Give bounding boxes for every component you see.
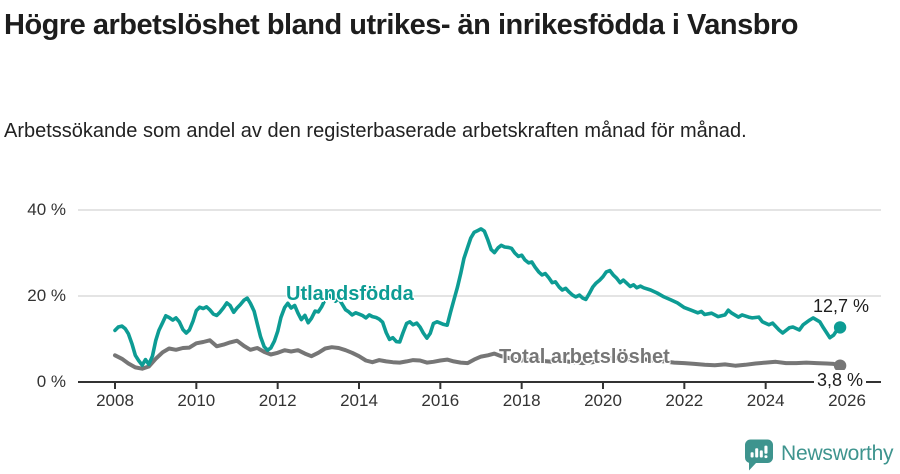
x-axis-tick-label: 2016 bbox=[421, 391, 460, 410]
series-label-total-arbetsloshet: Total arbetslöshet bbox=[499, 346, 670, 368]
y-axis-tick-label: 20 % bbox=[27, 286, 66, 305]
newsworthy-logo-icon bbox=[744, 438, 774, 471]
x-axis-tick-label: 2024 bbox=[746, 391, 785, 410]
x-axis-tick-label: 2014 bbox=[340, 391, 378, 410]
end-value-label-utlandsfodda: 12,7 % bbox=[813, 296, 870, 316]
newsworthy-wordmark: Newsworthy bbox=[781, 442, 894, 465]
x-axis-tick-label: 2008 bbox=[96, 391, 134, 410]
newsworthy-brand[interactable]: Newsworthy bbox=[744, 437, 894, 471]
chart-title: Högre arbetslöshet bland utrikes- än inr… bbox=[4, 9, 798, 41]
y-axis-tick-label: 0 % bbox=[36, 372, 66, 391]
x-axis-tick-label: 2018 bbox=[502, 391, 541, 410]
end-value-label-total: 3,8 % bbox=[814, 370, 867, 391]
x-axis-tick-label: 2012 bbox=[258, 391, 297, 410]
x-axis-tick-label: 2022 bbox=[665, 391, 704, 410]
x-axis-tick-label: 2020 bbox=[584, 391, 622, 410]
series-label-utlandsfodda: Utlandsfödda bbox=[286, 283, 414, 305]
y-axis-tick-label: 40 % bbox=[27, 200, 66, 219]
x-axis-tick-label: 2010 bbox=[177, 391, 216, 410]
x-axis-tick-label: 2026 bbox=[828, 391, 866, 410]
chart-subtitle: Arbetssökande som andel av den registerb… bbox=[4, 120, 747, 142]
